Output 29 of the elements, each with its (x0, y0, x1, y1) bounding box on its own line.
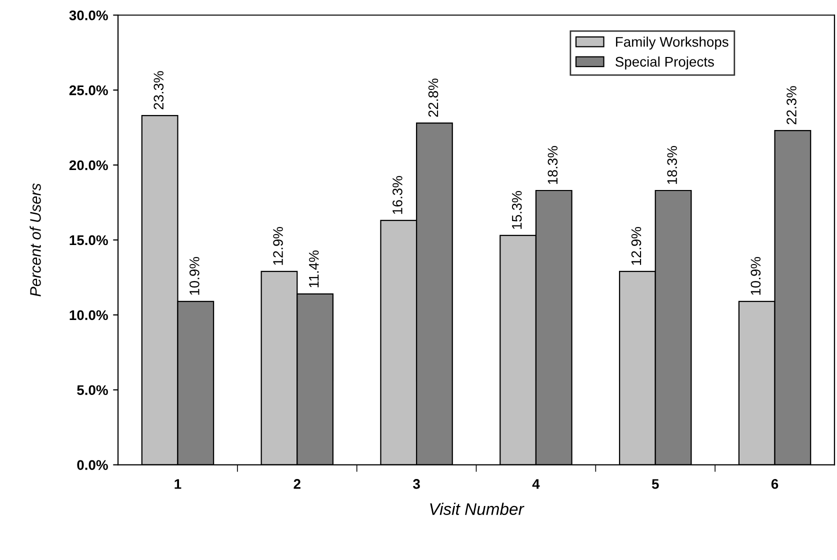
y-axis-title: Percent of Users (30, 183, 41, 296)
data-label: 12.9% (273, 226, 283, 265)
x-tick-label: 1 (174, 479, 182, 489)
y-tick-label: 5.0% (77, 385, 108, 396)
x-tick-label: 3 (413, 479, 420, 489)
y-tick-label: 25.0% (69, 85, 108, 96)
y-tick-label: 10.0% (70, 310, 108, 320)
x-axis-title: Visit Number (430, 502, 524, 515)
x-tick-label: 6 (771, 479, 778, 489)
data-label: 11.4% (309, 250, 319, 288)
data-label: 12.9% (631, 226, 642, 265)
y-tick-label: 15.0% (70, 235, 108, 246)
legend-label: Family Workshops (616, 36, 728, 50)
data-label: 22.8% (428, 78, 438, 117)
data-label: 16.3% (392, 176, 402, 214)
data-label: 18.3% (667, 146, 678, 184)
data-label: 10.9% (190, 256, 200, 295)
y-tick-label: 0.0% (77, 460, 108, 470)
x-tick-label: 5 (652, 479, 659, 489)
data-label: 18.3% (548, 146, 558, 184)
y-tick-label: 30.0% (69, 10, 108, 20)
x-tick-label: 2 (294, 479, 300, 489)
y-tick-label: 20.0% (69, 160, 108, 170)
data-label: 22.3% (786, 86, 796, 124)
data-label: 10.9% (750, 256, 761, 295)
x-tick-label: 4 (532, 479, 540, 489)
legend-label: Special Projects (616, 56, 714, 70)
data-label: 15.3% (512, 191, 522, 229)
data-label: 23.3% (154, 71, 164, 110)
